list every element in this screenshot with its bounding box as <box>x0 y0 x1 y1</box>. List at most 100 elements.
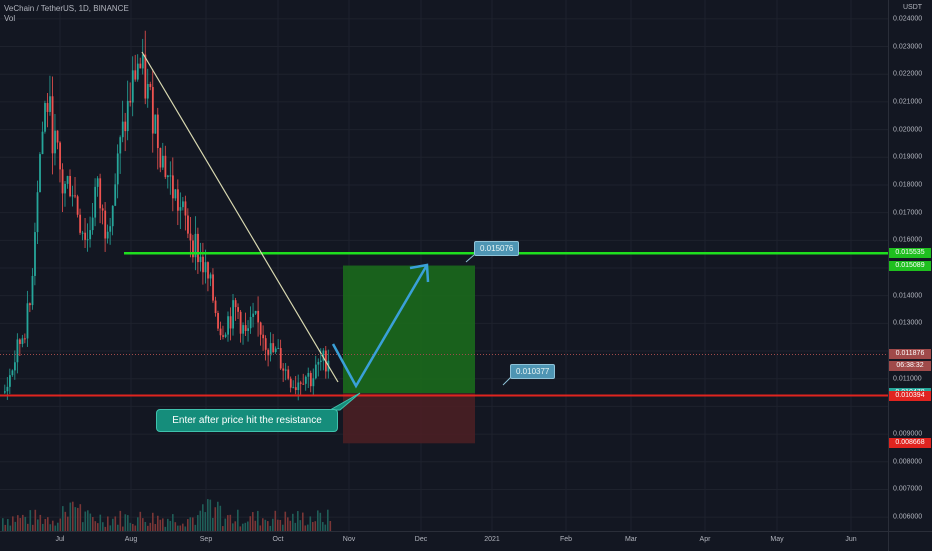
volume-bar <box>97 523 99 531</box>
candle-body <box>79 214 82 233</box>
candle-body <box>96 178 99 187</box>
volume-bar <box>212 517 214 531</box>
entry-note[interactable]: Enter after price hit the resistance <box>156 409 338 432</box>
volume-bar <box>299 520 302 531</box>
candle-body <box>299 382 302 384</box>
candle-body <box>307 372 310 377</box>
volume-bar <box>124 514 127 531</box>
volume-bar <box>74 507 77 531</box>
candle-body <box>121 121 124 138</box>
target-price-callout[interactable]: 0.015076 <box>474 241 520 256</box>
time-axis[interactable]: Jul Aug Sep Oct Nov Dec 2021 Feb Mar Apr May Jun <box>0 531 888 551</box>
candle-body <box>24 338 26 340</box>
candle-body <box>144 54 147 99</box>
candle-body <box>242 325 245 334</box>
time-tick-label: Oct <box>272 536 284 543</box>
volume-bar <box>19 518 22 531</box>
volume-bar <box>324 524 327 531</box>
volume-bar <box>42 523 44 531</box>
candle-body <box>244 325 247 331</box>
candle-body <box>156 114 159 149</box>
volume-bar <box>2 518 4 531</box>
volume-bar <box>159 519 162 531</box>
volume-bar <box>107 516 109 531</box>
volume-bar <box>197 515 199 531</box>
candle-body <box>101 208 104 211</box>
volume-bar <box>77 507 79 531</box>
candle-body <box>247 328 250 331</box>
candle-body <box>267 349 270 356</box>
volume-bar <box>82 522 84 531</box>
candle-body <box>192 240 194 258</box>
volume-bar <box>272 518 274 531</box>
volume-bar <box>237 509 239 531</box>
volume-bar <box>122 526 124 531</box>
candle-body <box>151 87 154 134</box>
volume-bar <box>262 518 264 531</box>
volume-bar <box>157 515 159 531</box>
candle-body <box>297 382 300 391</box>
candle-body <box>239 311 242 334</box>
volume-bar <box>274 510 277 531</box>
volume-bar <box>177 525 179 531</box>
volume-bar <box>44 518 47 531</box>
entry-price-callout[interactable]: 0.010377 <box>510 364 556 379</box>
candle-body <box>322 350 325 361</box>
volume-bar <box>179 525 182 531</box>
candle-body <box>4 391 6 393</box>
candle-body <box>229 316 232 329</box>
candle-body <box>126 100 129 132</box>
candle-body <box>34 232 36 276</box>
volume-bar <box>7 519 9 531</box>
candle-body <box>249 316 252 329</box>
time-tick-label: Nov <box>342 536 356 543</box>
volume-bar <box>224 518 227 531</box>
price-tag: 0.008668 <box>889 438 931 449</box>
volume-bar <box>199 510 202 531</box>
volume-bar <box>92 517 94 531</box>
volume-bar <box>119 510 122 531</box>
volume-bar <box>322 522 324 531</box>
candle-body <box>136 63 139 80</box>
candle-body <box>46 103 49 112</box>
time-tick-label: 2021 <box>484 536 500 543</box>
candle-body <box>109 226 112 232</box>
candle-body <box>164 155 167 178</box>
candle-body <box>219 328 222 336</box>
volume-bar <box>22 514 24 531</box>
volume-bar <box>102 522 104 531</box>
volume-bar <box>307 524 309 531</box>
volume-bar <box>249 516 252 531</box>
volume-bar <box>29 510 32 531</box>
candle-body <box>207 262 209 279</box>
candle-body <box>269 343 272 356</box>
candle-body <box>89 230 92 240</box>
candle-body <box>222 335 224 337</box>
chart-area[interactable]: VeChain / TetherUS, 1D, BINANCE Vol 0.01… <box>0 0 888 531</box>
volume-bar <box>104 526 107 531</box>
time-tick-label: Mar <box>624 536 638 543</box>
candle-body <box>177 189 179 211</box>
volume-bar <box>142 518 144 531</box>
candle-body <box>259 322 262 335</box>
candle-body <box>224 334 227 337</box>
volume-bar <box>269 525 272 531</box>
candle-body <box>319 360 322 362</box>
volume-bar <box>39 514 42 531</box>
candle-body <box>99 178 102 209</box>
candle-body <box>134 70 137 80</box>
chart-canvas[interactable] <box>0 0 888 531</box>
volume-bar <box>297 511 299 531</box>
candle-body <box>74 195 77 197</box>
candle-body <box>69 176 71 197</box>
volume-bar <box>79 504 82 531</box>
candle-body <box>169 175 172 177</box>
volume-bar <box>242 523 244 531</box>
volume-bar <box>154 524 157 531</box>
volume-bar <box>144 521 147 531</box>
candle-body <box>274 348 277 353</box>
time-tick-label: Feb <box>559 536 573 543</box>
candle-body <box>314 364 317 379</box>
volume-bar <box>247 521 249 531</box>
volume-bar <box>254 520 257 531</box>
